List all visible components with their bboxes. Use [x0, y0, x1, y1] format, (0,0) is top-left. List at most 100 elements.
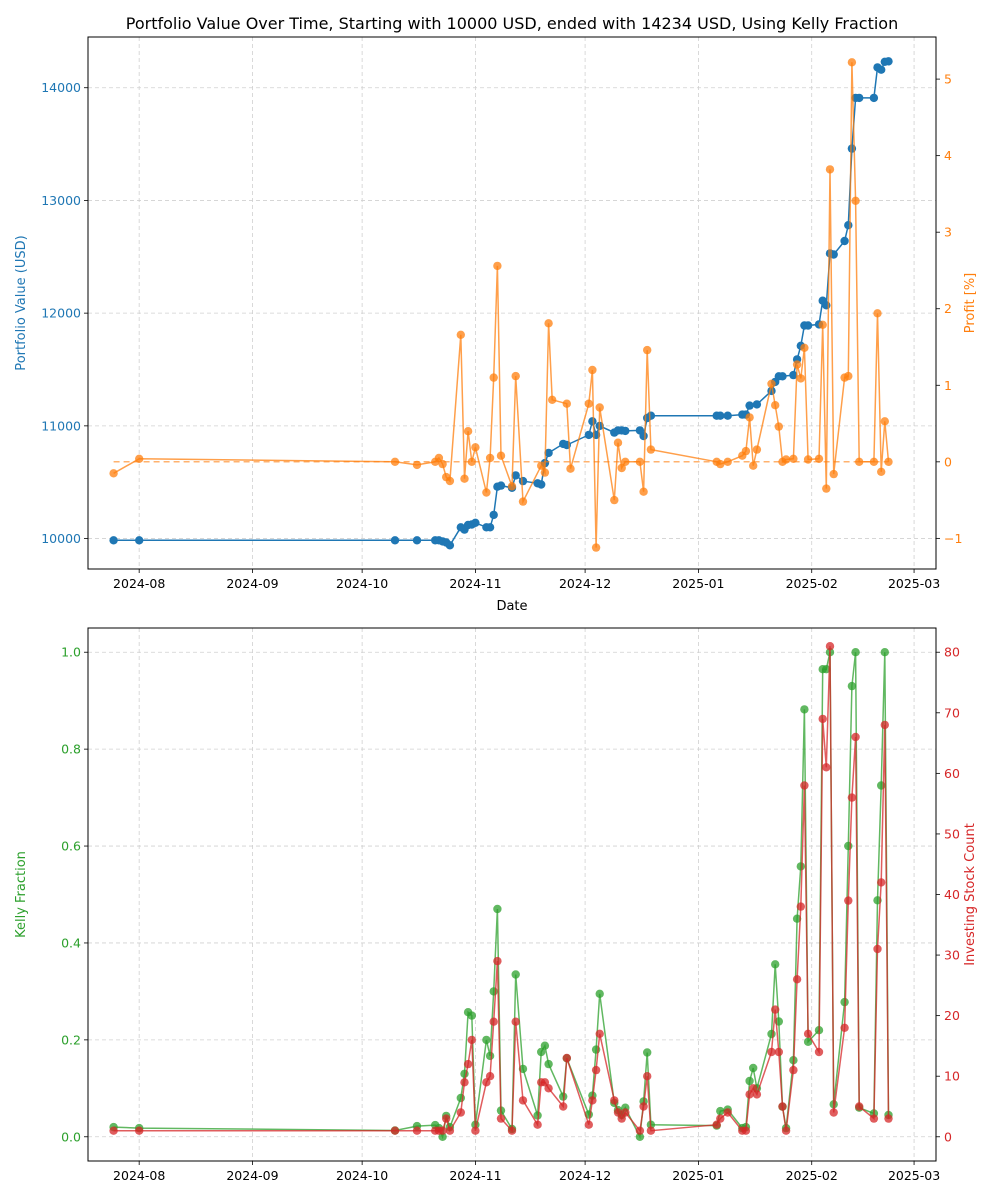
data-point [471, 443, 480, 452]
data-point [412, 460, 422, 470]
data-point [456, 1108, 465, 1117]
plot-frame [87, 36, 937, 570]
data-point [613, 438, 623, 447]
data-point [467, 1035, 476, 1045]
data-point [537, 1047, 546, 1057]
y-tick-label: 0.6 [61, 839, 81, 854]
x-tick-label: 2024-08 [113, 576, 165, 591]
data-point [489, 1017, 498, 1026]
data-point [822, 301, 831, 310]
data-point [621, 1108, 630, 1117]
data-point [741, 446, 751, 456]
data-point [792, 914, 802, 923]
data-point [485, 453, 495, 463]
data-point [559, 1102, 568, 1111]
x-tick-label: 2024-12 [559, 1168, 611, 1183]
data-point [771, 1005, 780, 1014]
data-point [818, 320, 827, 329]
data-point [803, 1037, 813, 1047]
data-point [847, 58, 857, 67]
data-point [716, 1114, 725, 1123]
data-point [493, 904, 502, 914]
data-point [778, 372, 787, 381]
data-point [591, 1065, 601, 1075]
bottom-panel-kelly-stockcount: 2024-08 2024-09 2024-10 2024-11 2024-12 2025-… [14, 627, 978, 1183]
data-point [884, 1114, 893, 1123]
data-point [588, 417, 597, 426]
data-point [533, 1120, 542, 1129]
y2-tick-label: 5 [944, 72, 952, 87]
data-point [800, 343, 809, 352]
data-point [814, 1047, 824, 1057]
x-tick-label: 2024-11 [449, 576, 501, 591]
data-point [792, 975, 802, 984]
y-tick-label: 14000 [41, 80, 81, 95]
data-point [873, 309, 882, 318]
data-point [840, 236, 849, 246]
data-point [851, 732, 860, 742]
data-point [548, 395, 557, 404]
data-point [803, 321, 813, 330]
data-point [771, 401, 780, 410]
data-point [767, 1047, 776, 1057]
data-point [752, 445, 762, 454]
data-point [537, 461, 546, 470]
data-point [745, 1090, 754, 1099]
data-point [595, 989, 604, 998]
data-point [643, 345, 652, 355]
data-point [438, 1132, 447, 1142]
data-point [792, 360, 802, 369]
data-point [496, 451, 506, 460]
x-tick-label: 2024-09 [226, 576, 278, 591]
data-point [485, 1072, 495, 1081]
data-point [135, 536, 144, 545]
data-point [712, 1120, 721, 1129]
data-point [496, 1114, 506, 1123]
y-tick-label: 13000 [41, 193, 81, 208]
data-point [445, 1126, 455, 1135]
y2-tick-label: 0 [944, 454, 952, 469]
data-point [840, 1023, 849, 1032]
data-point [544, 319, 553, 328]
data-point [613, 1108, 623, 1117]
data-point [562, 1053, 571, 1063]
y-tick-label: 1.0 [61, 645, 81, 660]
data-point [803, 1029, 813, 1039]
y-tick-label: 0.0 [61, 1129, 81, 1144]
data-point [562, 399, 571, 408]
data-point [771, 960, 780, 969]
x-tick-label: 2024-10 [336, 576, 388, 591]
data-point [635, 1126, 645, 1135]
data-point [635, 457, 645, 466]
data-point [463, 427, 473, 436]
data-point [588, 365, 597, 375]
data-point [434, 453, 444, 463]
data-point [847, 681, 857, 691]
data-point [595, 1029, 604, 1039]
data-point [438, 1126, 447, 1135]
data-point [584, 1120, 593, 1129]
data-point [390, 536, 400, 545]
data-point [723, 1108, 732, 1117]
data-point [507, 482, 517, 491]
data-point [880, 648, 889, 657]
x-tick-label: 2024-10 [336, 1168, 388, 1183]
data-point [752, 400, 762, 409]
data-point [109, 469, 118, 478]
data-point [822, 665, 831, 674]
data-point [456, 330, 465, 339]
x-tick-label: 2024-08 [113, 1168, 165, 1183]
data-point [796, 902, 805, 911]
data-point [489, 510, 498, 520]
data-point [584, 430, 593, 440]
data-point [716, 411, 725, 420]
data-point [518, 476, 528, 486]
data-point [540, 468, 550, 477]
data-point [412, 536, 422, 545]
data-point [511, 471, 520, 480]
data-point [109, 536, 118, 545]
data-point [482, 1035, 491, 1045]
data-point [851, 648, 860, 657]
data-point [540, 1078, 550, 1087]
